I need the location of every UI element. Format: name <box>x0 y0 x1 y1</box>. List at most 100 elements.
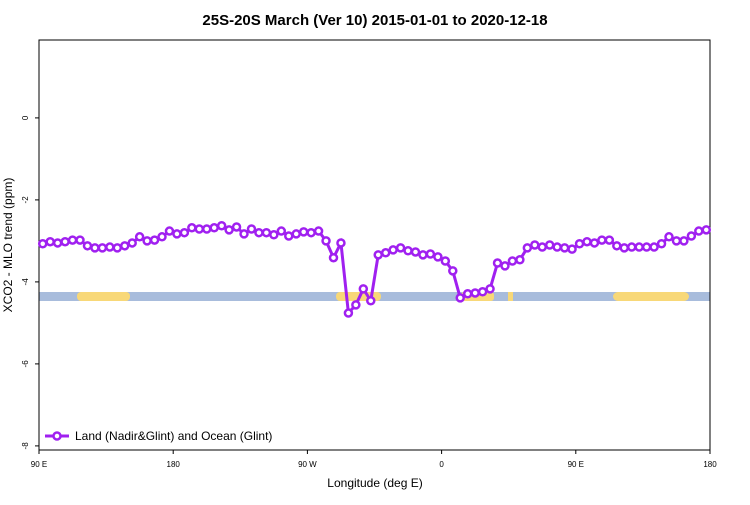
point <box>634 242 644 252</box>
y-tick-label: -6 <box>21 360 30 368</box>
y-tick-label: -4 <box>21 278 30 286</box>
point <box>291 229 301 239</box>
point <box>254 227 264 238</box>
x-tick-label: 0 <box>439 460 444 469</box>
point <box>45 236 55 247</box>
point <box>440 256 451 266</box>
point <box>157 232 167 242</box>
point <box>656 239 667 249</box>
point <box>470 288 480 298</box>
point <box>90 243 100 253</box>
point <box>694 226 704 236</box>
point <box>261 227 272 238</box>
point <box>328 252 339 263</box>
y-tick-label: -8 <box>21 442 30 450</box>
point <box>403 245 413 256</box>
point <box>164 226 175 236</box>
point <box>582 236 592 247</box>
point <box>60 236 70 247</box>
point <box>119 241 130 251</box>
point <box>418 250 428 260</box>
point <box>559 243 570 253</box>
point <box>641 242 652 252</box>
point <box>574 239 585 249</box>
point <box>612 241 622 251</box>
point <box>366 296 376 306</box>
point <box>306 227 316 238</box>
x-tick-label: 180 <box>703 460 717 469</box>
point <box>552 242 562 252</box>
point <box>515 255 525 265</box>
point <box>686 231 697 241</box>
point <box>664 232 674 242</box>
point <box>246 224 257 234</box>
point <box>485 284 495 294</box>
point <box>626 242 637 252</box>
chart-title: 25S-20S March (Ver 10) 2015-01-01 to 202… <box>202 12 547 29</box>
point <box>298 227 309 237</box>
point <box>127 238 137 248</box>
point <box>679 236 689 246</box>
point <box>530 240 540 250</box>
point <box>194 224 205 234</box>
point <box>284 231 294 241</box>
point <box>52 238 63 248</box>
point <box>649 242 659 252</box>
point <box>67 235 78 245</box>
point <box>351 300 361 310</box>
point <box>75 235 85 245</box>
point <box>537 242 547 252</box>
point <box>358 284 369 294</box>
point <box>395 243 406 253</box>
point <box>209 223 219 233</box>
point <box>179 227 190 238</box>
point <box>224 225 234 235</box>
point <box>134 232 145 242</box>
y-axis-label: XCO2 - MLO trend (ppm) <box>1 178 15 313</box>
point <box>187 223 197 233</box>
point <box>433 252 443 262</box>
point <box>589 238 600 248</box>
point <box>597 235 607 245</box>
point <box>105 242 115 252</box>
legend-label: Land (Nadir&Glint) and Ocean (Glint) <box>75 429 272 443</box>
point <box>239 229 249 239</box>
point <box>492 258 503 268</box>
point <box>522 243 533 253</box>
point <box>231 222 242 232</box>
point <box>388 245 398 255</box>
point <box>313 226 324 236</box>
point <box>202 224 212 234</box>
point <box>380 248 391 258</box>
point <box>567 244 577 254</box>
point <box>97 243 108 253</box>
point <box>500 261 510 271</box>
point <box>455 293 465 303</box>
point <box>410 247 421 257</box>
point <box>701 225 712 235</box>
point <box>544 240 555 250</box>
point <box>172 229 182 239</box>
point <box>336 238 346 248</box>
y-tick-label: 0 <box>21 115 30 120</box>
x-tick-label: 180 <box>167 460 181 469</box>
point <box>216 220 227 231</box>
point <box>321 236 331 246</box>
point <box>149 235 160 245</box>
point <box>373 250 383 260</box>
y-tick-label: -2 <box>21 196 30 204</box>
point <box>112 243 123 253</box>
x-tick-label: 90 W <box>298 460 317 469</box>
plot-frame <box>38 39 711 451</box>
point <box>507 256 518 266</box>
point <box>462 289 473 299</box>
legend-marker <box>52 431 62 441</box>
point <box>604 235 615 245</box>
point <box>269 230 279 240</box>
point <box>448 266 458 276</box>
point <box>425 249 436 259</box>
point <box>82 241 93 251</box>
point <box>671 236 682 246</box>
x-axis-label: Longitude (deg E) <box>327 476 422 490</box>
